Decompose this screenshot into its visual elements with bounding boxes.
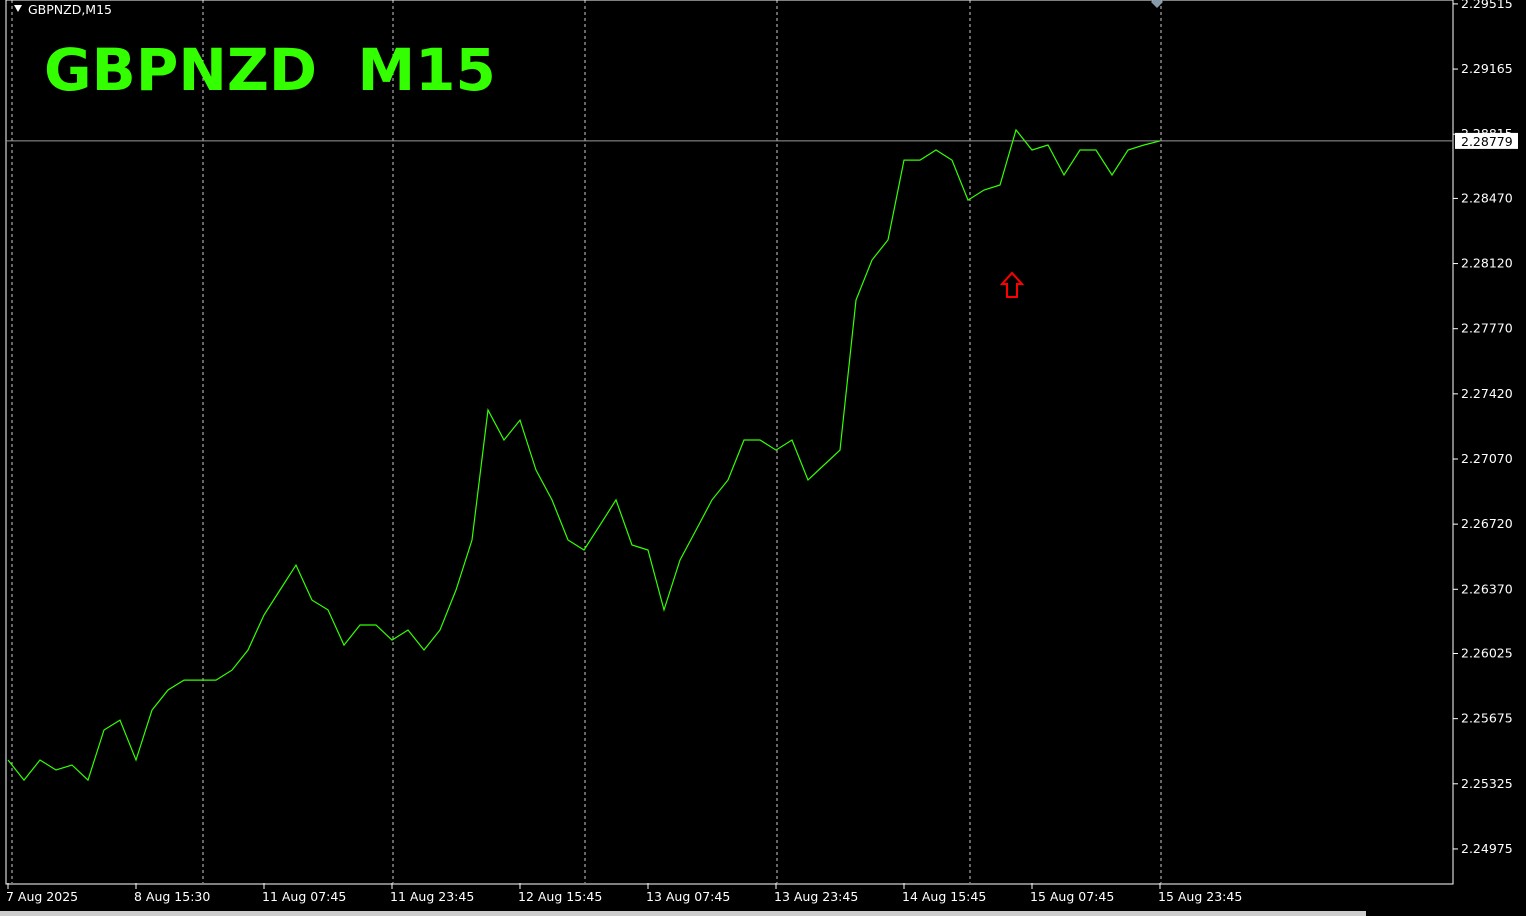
y-tick-label: 2.26720 — [1461, 516, 1513, 531]
x-tick-label: 13 Aug 07:45 — [646, 889, 730, 904]
x-tick-label: 11 Aug 07:45 — [262, 889, 346, 904]
x-tick-label: 15 Aug 23:45 — [1158, 889, 1242, 904]
x-tick-label: 11 Aug 23:45 — [390, 889, 474, 904]
y-tick-label: 2.28470 — [1461, 190, 1513, 205]
price-label: 2.28779 — [1461, 134, 1513, 149]
y-tick-label: 2.29165 — [1461, 61, 1513, 76]
x-tick-label: 8 Aug 15:30 — [134, 889, 210, 904]
symbol-label: GBPNZD,M15 — [28, 2, 112, 17]
y-tick-label: 2.26025 — [1461, 646, 1513, 661]
y-tick-label: 2.24975 — [1461, 841, 1513, 856]
x-tick-label: 7 Aug 2025 — [6, 889, 78, 904]
x-tick-label: 12 Aug 15:45 — [518, 889, 602, 904]
y-tick-label: 2.25675 — [1461, 711, 1513, 726]
scrollbar — [0, 911, 1366, 916]
y-tick-label: 2.29515 — [1461, 0, 1513, 11]
y-tick-label: 2.27770 — [1461, 321, 1513, 336]
x-tick-label: 14 Aug 15:45 — [902, 889, 986, 904]
plot-frame — [5, 0, 1454, 885]
y-tick-label: 2.27070 — [1461, 451, 1513, 466]
menu-triangle — [14, 5, 22, 12]
x-tick-label: 15 Aug 07:45 — [1030, 889, 1114, 904]
chart-title: GBPNZD M15 — [44, 36, 496, 104]
price-label-box — [1455, 132, 1518, 149]
price-line-series — [7, 128, 1161, 782]
y-tick-label: 2.28120 — [1461, 256, 1513, 271]
x-tick-label: 13 Aug 23:45 — [774, 889, 858, 904]
y-tick-label: 2.26370 — [1461, 581, 1513, 596]
up-arrow — [999, 271, 1025, 298]
y-tick-label: 2.27420 — [1461, 386, 1513, 401]
shift-marker — [1151, 0, 1163, 8]
y-tick-label: 2.25325 — [1461, 776, 1513, 791]
